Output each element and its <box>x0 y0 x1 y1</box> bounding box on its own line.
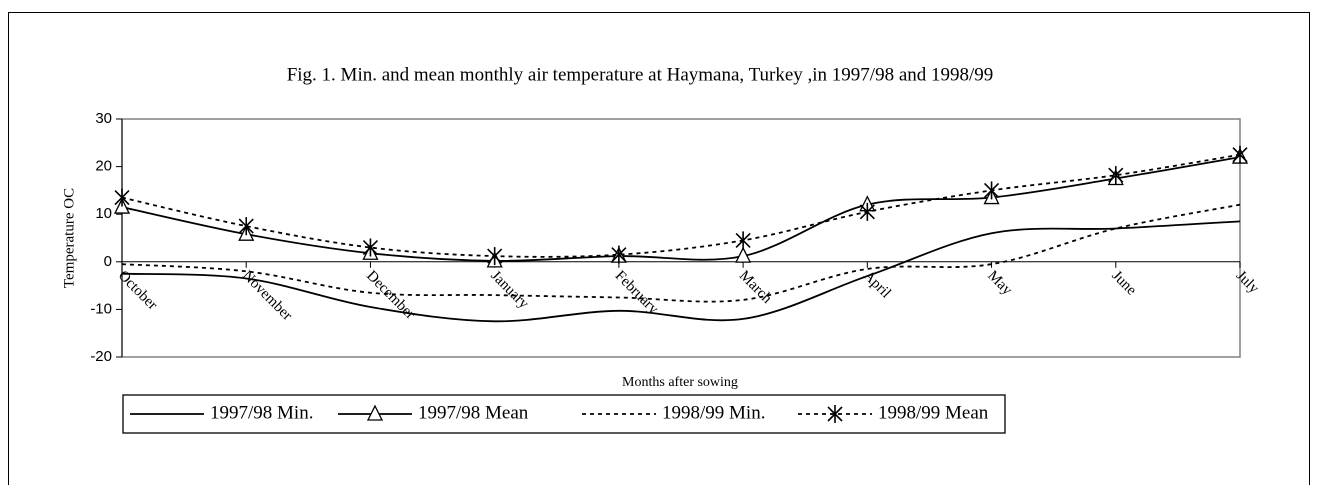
point-marker <box>362 238 379 257</box>
x-tick-label: June <box>1109 268 1140 299</box>
chart-title: Fig. 1. Min. and mean monthly air temper… <box>287 64 994 85</box>
plot-area <box>121 118 1241 358</box>
point-marker <box>366 404 384 421</box>
series-line <box>121 156 1241 262</box>
x-tick-label: January <box>487 268 532 313</box>
x-tick-label: March <box>736 268 775 307</box>
point-marker <box>1108 166 1124 185</box>
x-tick-label: November <box>239 268 295 324</box>
legend-label: 1997/98 Min. <box>210 402 313 423</box>
legend-label: 1998/99 Mean <box>878 402 989 423</box>
x-axis-label: Months after sowing <box>622 375 738 390</box>
legend-label: 1997/98 Mean <box>418 402 529 423</box>
point-marker <box>827 405 843 423</box>
chart-frame <box>8 12 1310 485</box>
point-marker <box>1232 145 1248 164</box>
y-tick-label: 30 <box>95 110 112 127</box>
x-tick-label: May <box>984 268 1015 299</box>
series-line <box>121 220 1241 323</box>
y-tick-label: -20 <box>90 348 112 365</box>
point-marker <box>487 247 503 266</box>
y-tick-label: 10 <box>95 205 112 222</box>
y-tick-label: 0 <box>104 253 112 270</box>
series-line <box>121 203 1241 303</box>
y-axis-label: Temperature OC <box>61 188 77 288</box>
y-tick-label: 20 <box>95 158 112 175</box>
point-marker <box>735 231 751 250</box>
point-marker <box>238 217 254 236</box>
point-marker <box>114 188 130 207</box>
x-tick-label: July <box>1233 268 1262 297</box>
legend: 1997/98 Min. 1997/98 Mean 1998/99 Min. 1998… <box>122 394 1006 434</box>
point-marker <box>859 202 875 221</box>
point-marker <box>735 246 752 263</box>
point-marker <box>611 245 627 264</box>
point-marker <box>983 181 1000 200</box>
y-tick-label: -10 <box>90 300 112 317</box>
legend-label: 1998/99 Min. <box>662 402 765 423</box>
